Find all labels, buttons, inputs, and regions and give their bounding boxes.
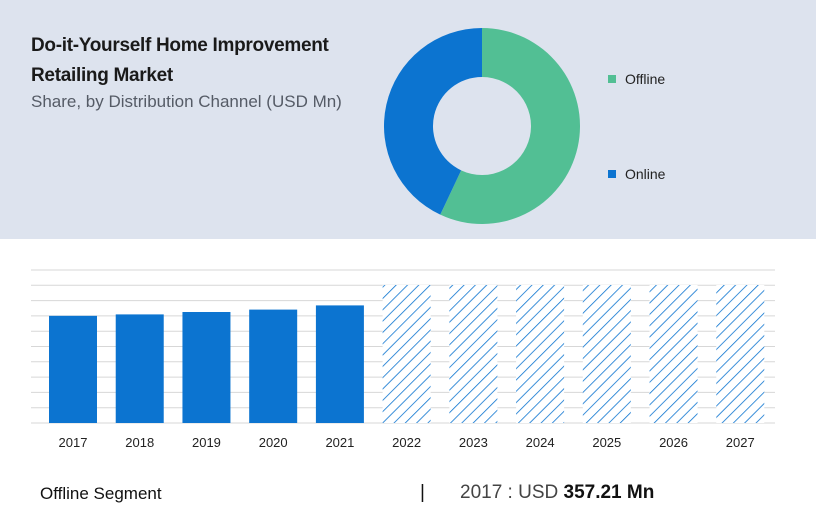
forecast-bar-2025 bbox=[582, 285, 631, 423]
x-tick-label: 2022 bbox=[392, 435, 421, 450]
bar-2017 bbox=[49, 315, 97, 423]
x-tick-label: 2020 bbox=[259, 435, 288, 450]
forecast-bar-2024 bbox=[516, 285, 565, 423]
forecast-bar-2027 bbox=[716, 285, 765, 423]
header-panel: Do-it-Yourself Home Improvement Retailin… bbox=[0, 0, 816, 239]
forecast-bar-2026 bbox=[649, 285, 698, 423]
bar-2018 bbox=[115, 314, 164, 423]
x-tick-label: 2017 bbox=[59, 435, 88, 450]
forecast-bar-2023 bbox=[449, 285, 498, 423]
x-tick-label: 2026 bbox=[659, 435, 688, 450]
legend-item-offline: Offline bbox=[608, 71, 665, 87]
x-tick-label: 2019 bbox=[192, 435, 221, 450]
bar-2019 bbox=[182, 312, 231, 423]
segment-value: 2017 : USD 357.21 Mn bbox=[460, 482, 654, 504]
donut-slice-offline bbox=[440, 28, 580, 224]
x-tick-label: 2018 bbox=[125, 435, 154, 450]
x-tick-label: 2027 bbox=[726, 435, 755, 450]
legend-swatch-offline bbox=[608, 75, 616, 83]
x-tick-label: 2025 bbox=[592, 435, 621, 450]
forecast-bar-2022 bbox=[382, 285, 431, 423]
bar-2021 bbox=[315, 305, 364, 423]
legend-swatch-online bbox=[608, 170, 616, 178]
chart-title: Do-it-Yourself Home Improvement Retailin… bbox=[31, 35, 329, 86]
donut-slice-online bbox=[384, 28, 482, 215]
bar-chart: 2017 2018 2019 2020 2021 2022 2023 2024 2025 2026… bbox=[31, 269, 775, 450]
legend-label-offline: Offline bbox=[625, 71, 666, 87]
segment-year: 2017 : USD bbox=[460, 482, 559, 503]
chart-subtitle: Share, by Distribution Channel (USD Mn) bbox=[31, 92, 342, 111]
x-tick-label: 2023 bbox=[459, 435, 488, 450]
segment-amount: 357.21 Mn bbox=[563, 482, 655, 503]
x-tick-label: 2024 bbox=[526, 435, 555, 450]
donut-chart bbox=[384, 28, 580, 224]
legend-item-online: Online bbox=[608, 166, 665, 182]
x-tick-label: 2021 bbox=[325, 435, 354, 450]
footer-separator: | bbox=[420, 482, 425, 503]
bar-2020 bbox=[249, 309, 298, 423]
legend-label-online: Online bbox=[625, 166, 666, 182]
segment-label: Offline Segment bbox=[40, 484, 162, 503]
